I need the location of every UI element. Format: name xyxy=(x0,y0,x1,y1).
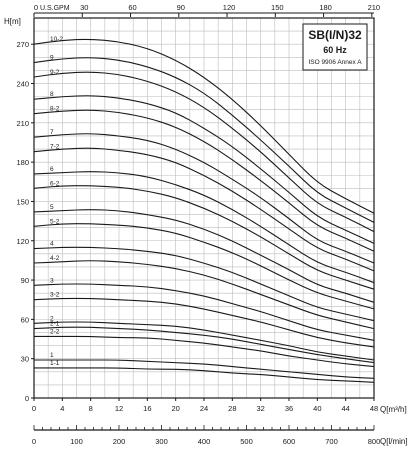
gpm-tick-label: 90 xyxy=(177,3,185,12)
title-box: SB(I/N)32 60 Hz ISO 9906 Annex A xyxy=(302,23,368,71)
x-tick-label: 32 xyxy=(256,404,264,413)
curve-label: 2-2 xyxy=(50,328,60,335)
y-tick-label: 180 xyxy=(16,158,29,167)
x-tick-label: 12 xyxy=(115,404,123,413)
curve-label: 1 xyxy=(50,352,54,359)
curve-6 xyxy=(33,171,375,284)
gpm-tick-label: 180 xyxy=(319,3,332,12)
curve-2-2 xyxy=(34,335,375,368)
lmin-tick-label: 200 xyxy=(113,437,126,446)
bottom-axis-label: Q[l/min] xyxy=(380,437,408,446)
x-tick-label: 28 xyxy=(228,404,236,413)
plot-frame xyxy=(33,17,375,399)
lmin-tick-label: 700 xyxy=(325,437,338,446)
y-axis-label: H[m] xyxy=(4,17,21,26)
curve-1 xyxy=(34,359,375,379)
gpm-tick-label: 30 xyxy=(80,3,88,12)
y-tick-label: 120 xyxy=(16,237,29,246)
x-tick-label: 40 xyxy=(313,404,321,413)
curve-7-2 xyxy=(33,147,375,272)
curve-5-2 xyxy=(33,223,375,310)
curve-label: 9-2 xyxy=(50,69,60,76)
curve-label: 2-1 xyxy=(50,321,60,328)
x-tick-label: 16 xyxy=(143,404,151,413)
curve-label: 6 xyxy=(50,166,54,173)
curve-label: 1-1 xyxy=(50,360,60,367)
y-tick-label: 210 xyxy=(16,119,29,128)
curve-8 xyxy=(33,95,375,244)
curve-label: 9 xyxy=(50,55,54,62)
lmin-tick-label: 100 xyxy=(70,437,83,446)
y-tick-label: 0 xyxy=(25,394,29,403)
curve-label: 3 xyxy=(50,277,54,284)
chart-standard: ISO 9906 Annex A xyxy=(308,59,362,66)
curve-labels: 10-2 9 9-2 8 8-2 7 7-2 6 6-2 5 5-2 4 4-2 3 3-2 22-12-2 1… xyxy=(50,36,63,367)
curve-3-2 xyxy=(33,297,375,348)
curve-label: 7-2 xyxy=(50,144,60,151)
y-tick-label: 150 xyxy=(16,197,29,206)
gpm-tick-label: 210 xyxy=(368,3,381,12)
y-tick-label: 90 xyxy=(21,276,29,285)
curve-8-2 xyxy=(33,109,375,252)
chart-subtitle: 60 Hz xyxy=(323,45,347,55)
curve-4 xyxy=(33,246,375,322)
y-tick-label: 270 xyxy=(16,40,29,49)
curve-9 xyxy=(33,57,375,223)
curve-10-2 xyxy=(33,38,375,214)
curve-label: 8 xyxy=(50,91,54,98)
curve-7 xyxy=(33,133,375,264)
x-tick-label: 0 xyxy=(32,404,36,413)
curve-3 xyxy=(33,283,375,341)
curve-label: 6-2 xyxy=(50,180,60,187)
curve-label: 10-2 xyxy=(50,36,63,43)
lmin-tick-label: 300 xyxy=(155,437,168,446)
gpm-tick-label: 0 xyxy=(34,3,38,12)
y-tick-label: 60 xyxy=(21,315,29,324)
performance-curves xyxy=(33,38,375,383)
curve-label: 8-2 xyxy=(50,106,60,113)
curve-label: 2 xyxy=(50,315,54,322)
curve-4-2 xyxy=(33,260,375,330)
gpm-tick-label: 60 xyxy=(128,3,136,12)
curve-label: 3-2 xyxy=(50,292,60,299)
lmin-tick-label: 0 xyxy=(32,437,36,446)
lmin-tick-label: 500 xyxy=(240,437,253,446)
curve-label: 5-2 xyxy=(50,218,60,225)
title-box-frame xyxy=(302,23,368,71)
lmin-tick-label: 800 xyxy=(368,437,381,446)
x-tick-label: 36 xyxy=(285,404,293,413)
chart-title: SB(I/N)32 xyxy=(308,28,362,42)
gpm-tick-label: 120 xyxy=(223,3,236,12)
gpm-tick-label: 150 xyxy=(271,3,284,12)
curve-label: 5 xyxy=(50,204,54,211)
top-axis-label: U.S.GPM xyxy=(40,5,70,12)
y-tick-label: 240 xyxy=(16,80,29,89)
lmin-tick-label: 400 xyxy=(198,437,211,446)
curve-label: 4 xyxy=(50,241,54,248)
x-tick-label: 48 xyxy=(370,404,378,413)
curve-6-2 xyxy=(33,185,375,290)
y-tick-label: 30 xyxy=(21,355,29,364)
lmin-tick-label: 600 xyxy=(283,437,296,446)
curve-5 xyxy=(33,209,375,303)
x-axis-label: Q[m³/h] xyxy=(380,405,407,414)
x-tick-label: 20 xyxy=(171,404,179,413)
curve-2 xyxy=(33,321,375,361)
curve-label: 4-2 xyxy=(50,255,60,262)
curve-label: 7 xyxy=(50,129,54,136)
curve-1-1 xyxy=(33,367,375,383)
x-tick-label: 4 xyxy=(60,404,64,413)
x-tick-label: 8 xyxy=(89,404,93,413)
curve-2-1 xyxy=(33,326,375,364)
x-tick-label: 24 xyxy=(200,404,208,413)
curve-9-2 xyxy=(33,71,375,233)
x-tick-label: 44 xyxy=(341,404,349,413)
